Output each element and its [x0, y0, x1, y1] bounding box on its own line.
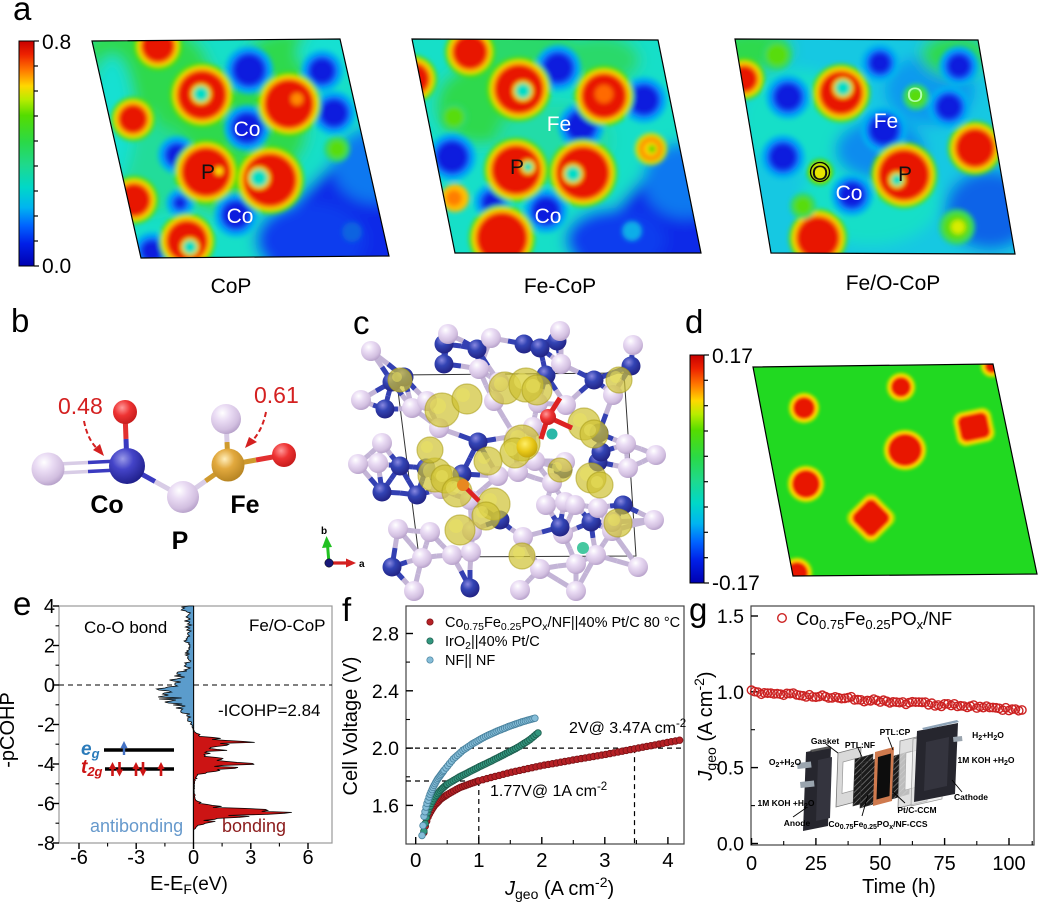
svg-text:0: 0 — [746, 853, 757, 875]
svg-text:1M KOH +H2O: 1M KOH +H2O — [757, 798, 814, 810]
svg-text:b: b — [321, 526, 327, 537]
svg-text:Co: Co — [90, 491, 123, 519]
svg-text:a: a — [359, 559, 365, 570]
svg-text:0: 0 — [410, 849, 421, 872]
svg-text:-pCOHP: -pCOHP — [0, 692, 19, 768]
svg-text:O: O — [812, 162, 828, 185]
svg-text:P: P — [510, 156, 524, 179]
svg-text:NF|| NF: NF|| NF — [445, 653, 495, 669]
svg-text:PTL:CP: PTL:CP — [880, 727, 911, 737]
svg-text:0.0: 0.0 — [42, 255, 71, 278]
svg-text:bonding: bonding — [222, 816, 286, 836]
svg-text:antibonding: antibonding — [90, 816, 183, 836]
svg-text:e: e — [13, 585, 31, 622]
svg-text:-0.17: -0.17 — [712, 572, 760, 595]
svg-text:c: c — [353, 304, 370, 341]
svg-text:1.5: 1.5 — [717, 606, 744, 628]
svg-text:Fe/O-CoP: Fe/O-CoP — [249, 616, 326, 635]
svg-text:Jgeo (A cm-2): Jgeo (A cm-2) — [504, 874, 614, 902]
svg-text:-6: -6 — [37, 794, 55, 816]
svg-text:IrO2||40% Pt/C: IrO2||40% Pt/C — [445, 634, 540, 652]
svg-text:1.6: 1.6 — [372, 795, 399, 817]
svg-text:1: 1 — [473, 849, 484, 872]
svg-text:Co0.75Fe0.25POx/NF-CCS: Co0.75Fe0.25POx/NF-CCS — [828, 819, 928, 831]
svg-text:25: 25 — [805, 853, 827, 875]
svg-text:b: b — [11, 302, 29, 339]
svg-text:100: 100 — [992, 853, 1025, 875]
svg-text:0: 0 — [44, 675, 55, 697]
svg-text:2.4: 2.4 — [372, 681, 399, 703]
svg-text:Co: Co — [836, 182, 863, 205]
svg-text:Cathode: Cathode — [954, 792, 988, 802]
svg-text:4: 4 — [662, 849, 673, 872]
svg-text:0: 0 — [188, 847, 199, 869]
svg-text:Co: Co — [234, 118, 261, 141]
svg-text:Fe/O-CoP: Fe/O-CoP — [846, 272, 941, 295]
svg-text:E-EF(eV): E-EF(eV) — [150, 873, 228, 897]
svg-text:3: 3 — [245, 847, 256, 869]
svg-text:6: 6 — [302, 847, 313, 869]
svg-text:0.17: 0.17 — [712, 345, 753, 368]
svg-text:d: d — [685, 303, 703, 340]
svg-text:0.0: 0.0 — [717, 834, 744, 856]
svg-text:CoP: CoP — [211, 275, 252, 298]
svg-text:50: 50 — [869, 853, 891, 875]
svg-text:Jgeo (A cm-2): Jgeo (A cm-2) — [691, 671, 719, 781]
svg-text:2.0: 2.0 — [372, 738, 399, 760]
svg-text:75: 75 — [933, 853, 955, 875]
svg-text:O: O — [907, 84, 923, 107]
svg-text:Co: Co — [227, 205, 254, 228]
svg-text:Fe: Fe — [874, 110, 899, 133]
svg-text:P: P — [898, 163, 912, 186]
svg-text:3: 3 — [599, 849, 610, 872]
svg-text:-6: -6 — [70, 847, 88, 869]
svg-text:2V@ 3.47A cm-2: 2V@ 3.47A cm-2 — [569, 718, 686, 737]
svg-text:f: f — [342, 591, 352, 628]
svg-text:2: 2 — [536, 849, 547, 872]
svg-text:Co0.75Fe0.25POx/NF: Co0.75Fe0.25POx/NF — [796, 609, 952, 632]
svg-text:-8: -8 — [37, 833, 55, 855]
svg-text:1.77V@ 1A cm-2: 1.77V@ 1A cm-2 — [490, 781, 607, 800]
svg-text:a: a — [13, 0, 32, 27]
svg-text:Gasket: Gasket — [811, 736, 840, 746]
svg-text:2: 2 — [44, 636, 55, 658]
svg-text:Fe-CoP: Fe-CoP — [524, 275, 596, 298]
svg-text:Co0.75Fe0.25POx/NF||40% Pt/C: Co0.75Fe0.25POx/NF||40% Pt/C 80 °C — [445, 615, 680, 633]
svg-text:1M KOH +H2O: 1M KOH +H2O — [957, 755, 1014, 767]
svg-text:P: P — [201, 161, 215, 184]
svg-text:g: g — [689, 591, 707, 628]
svg-text:0.5: 0.5 — [717, 758, 744, 780]
svg-text:Pt/C-CCM: Pt/C-CCM — [897, 805, 936, 815]
svg-text:Cell Voltage (V): Cell Voltage (V) — [340, 657, 362, 796]
svg-text:Co: Co — [535, 205, 562, 228]
svg-text:Fe: Fe — [547, 113, 572, 136]
svg-text:P: P — [172, 527, 189, 555]
svg-text:-ICOHP=2.84: -ICOHP=2.84 — [218, 701, 321, 720]
svg-text:0.61: 0.61 — [254, 382, 299, 408]
svg-text:Anode: Anode — [784, 818, 811, 828]
svg-text:1.0: 1.0 — [717, 682, 744, 704]
svg-text:-4: -4 — [37, 754, 55, 776]
svg-text:Co-O bond: Co-O bond — [84, 618, 167, 637]
svg-text:4: 4 — [44, 596, 55, 618]
svg-text:-3: -3 — [127, 847, 145, 869]
svg-text:-2: -2 — [37, 715, 55, 737]
svg-text:2.8: 2.8 — [372, 624, 399, 646]
svg-text:0.8: 0.8 — [42, 31, 71, 54]
svg-text:Fe: Fe — [230, 491, 259, 519]
svg-text:Time (h): Time (h) — [862, 876, 936, 898]
svg-text:0.48: 0.48 — [58, 393, 103, 419]
svg-text:PTL:NF: PTL:NF — [845, 740, 875, 750]
